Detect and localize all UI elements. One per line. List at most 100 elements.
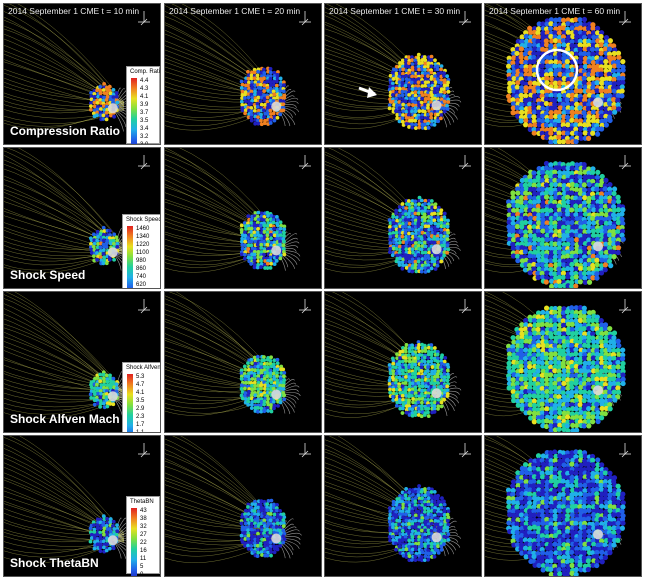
panel-r2-c3 bbox=[324, 147, 482, 289]
legend-tick: 5.3 bbox=[136, 374, 145, 380]
legend-color-bar bbox=[131, 508, 137, 576]
simulation-render bbox=[485, 436, 626, 576]
simulation-render bbox=[325, 292, 462, 419]
legend-tick-labels: 5.34.74.13.52.92.31.71.10.5 bbox=[136, 373, 145, 433]
legend-tick: 3.4 bbox=[140, 126, 149, 132]
simulation-render bbox=[165, 292, 301, 416]
legend-tick: 1100 bbox=[136, 250, 149, 256]
panel-title: 2014 September 1 CME t = 10 min bbox=[8, 6, 140, 16]
legend-tick: 5 bbox=[140, 564, 144, 570]
legend-color-bar bbox=[131, 78, 137, 144]
legend-tick: 3.2 bbox=[140, 134, 149, 140]
legend-title: Shock Alfven Mach bbox=[126, 365, 161, 371]
panel-r3-c2 bbox=[164, 291, 322, 433]
simulation-render bbox=[165, 436, 302, 564]
simulation-render bbox=[325, 4, 462, 131]
simulation-render bbox=[4, 148, 139, 273]
panel-r2-c4 bbox=[484, 147, 642, 289]
row-label: Compression Ratio bbox=[10, 124, 121, 138]
legend-tick: 4.4 bbox=[140, 78, 149, 84]
simulation-render bbox=[4, 436, 137, 563]
legend-tick: 620 bbox=[136, 282, 147, 288]
orientation-axis-icon bbox=[619, 443, 631, 458]
simulation-render bbox=[165, 148, 301, 273]
color-legend: Shock Alfven Mach 5.3 4.7 4.1 3.5 2.9 2.3 1.7 1.… bbox=[122, 362, 161, 433]
legend-tick: 2.3 bbox=[136, 414, 145, 420]
legend-tick: 38 bbox=[140, 516, 147, 522]
legend-tick: 3.9 bbox=[140, 102, 149, 108]
legend-tick: 4.1 bbox=[140, 94, 149, 100]
legend-tick: 3.5 bbox=[140, 118, 149, 124]
legend-tick: 3.7 bbox=[140, 110, 149, 116]
color-legend: Shock Speed [km/s] 1460 1340 1220 1100 980 860… bbox=[122, 214, 160, 288]
legend-tick: 22 bbox=[140, 540, 147, 546]
color-legend: ThetaBN 43 38 32 27 22 16 11 5 0 bbox=[126, 496, 160, 577]
orientation-axis-icon bbox=[619, 11, 631, 26]
simulation-render bbox=[4, 4, 139, 132]
white-arrow-marker bbox=[358, 86, 377, 98]
panel-r1-c3: 2014 September 1 CME t = 30 min bbox=[324, 3, 482, 145]
legend-tick: 43 bbox=[140, 508, 147, 514]
simulation-render bbox=[485, 4, 626, 144]
color-legend: Comp. Ratio 4.4 4.3 4.1 3.9 3.7 3.5 3.4 3.2 3.0 bbox=[126, 66, 160, 144]
simulation-render bbox=[485, 292, 626, 432]
legend-tick: 4.1 bbox=[136, 390, 145, 396]
legend-tick-labels: 43 38 32 27 22 16 11 5 0 bbox=[140, 507, 147, 577]
panel-title: 2014 September 1 CME t = 20 min bbox=[169, 6, 301, 16]
panel-title: 2014 September 1 CME t = 30 min bbox=[329, 6, 461, 16]
legend-tick: 4.3 bbox=[140, 86, 149, 92]
panel-r3-c4 bbox=[484, 291, 642, 433]
legend-tick-labels: 4.4 4.3 4.1 3.9 3.7 3.5 3.4 3.2 3.0 bbox=[140, 77, 149, 145]
legend-color-bar bbox=[127, 374, 133, 432]
orientation-axis-icon bbox=[459, 443, 471, 458]
orientation-axis-icon bbox=[619, 155, 631, 170]
panel-r3-c3 bbox=[324, 291, 482, 433]
simulation-render bbox=[165, 4, 300, 131]
panel-r2-c1: Shock Speed Shock Speed [km/s] 1460 1340 122… bbox=[3, 147, 161, 289]
simulation-render bbox=[4, 292, 139, 419]
legend-tick: 3.5 bbox=[136, 398, 145, 404]
orientation-axis-icon bbox=[299, 299, 311, 314]
row-label: Shock Speed bbox=[10, 268, 86, 282]
simulation-render bbox=[325, 148, 461, 274]
legend-title: ThetaBN bbox=[130, 499, 154, 505]
legend-tick: 860 bbox=[136, 266, 147, 272]
orientation-axis-icon bbox=[459, 299, 471, 314]
legend-tick: 1460 bbox=[136, 226, 150, 232]
legend-title: Comp. Ratio bbox=[130, 69, 161, 75]
panel-title: 2014 September 1 CME t = 60 min bbox=[489, 6, 621, 16]
panel-r1-c1: 2014 September 1 CME t = 10 min Compressi… bbox=[3, 3, 161, 145]
legend-tick: 1.1 bbox=[136, 430, 145, 433]
panel-r4-c2 bbox=[164, 435, 322, 577]
panel-r3-c1: Shock Alfven Mach Shock Alfven Mach 5.3 4.7… bbox=[3, 291, 161, 433]
legend-tick: 1220 bbox=[136, 242, 150, 248]
simulation-render bbox=[485, 148, 626, 288]
legend-tick: 0 bbox=[140, 572, 144, 577]
figure-grid: 2014 September 1 CME t = 10 min Compressi… bbox=[3, 3, 649, 579]
legend-tick-labels: 1460134012201100980860740620500 bbox=[136, 225, 150, 288]
orientation-axis-icon bbox=[619, 299, 631, 314]
legend-tick: 16 bbox=[140, 548, 147, 554]
legend-tick: 980 bbox=[136, 258, 147, 264]
legend-color-bar bbox=[127, 226, 133, 288]
orientation-axis-icon bbox=[138, 299, 150, 314]
orientation-axis-icon bbox=[138, 155, 150, 170]
orientation-axis-icon bbox=[299, 443, 311, 458]
legend-tick: 11 bbox=[140, 556, 147, 562]
highlight-circle-marker bbox=[535, 48, 579, 92]
legend-tick: 740 bbox=[136, 274, 147, 280]
legend-tick: 32 bbox=[140, 524, 147, 530]
panel-r2-c2 bbox=[164, 147, 322, 289]
orientation-axis-icon bbox=[138, 11, 150, 26]
orientation-axis-icon bbox=[459, 155, 471, 170]
row-label: Shock Alfven Mach bbox=[10, 412, 120, 426]
panel-r4-c4 bbox=[484, 435, 642, 577]
panel-r1-c4: 2014 September 1 CME t = 60 min bbox=[484, 3, 642, 145]
legend-tick: 27 bbox=[140, 532, 147, 538]
panel-r1-c2: 2014 September 1 CME t = 20 min bbox=[164, 3, 322, 145]
orientation-axis-icon bbox=[138, 443, 150, 458]
row-label: Shock ThetaBN bbox=[10, 556, 99, 570]
orientation-axis-icon bbox=[299, 11, 311, 26]
panel-r4-c1: Shock ThetaBN ThetaBN 43 38 32 27 22 16 11 5 0 bbox=[3, 435, 161, 577]
legend-tick: 3.0 bbox=[140, 142, 149, 145]
